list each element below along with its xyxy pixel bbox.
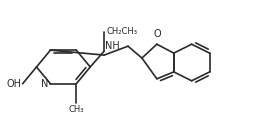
Text: CH₃: CH₃	[69, 105, 84, 114]
Text: OH: OH	[7, 79, 21, 89]
Text: NH: NH	[105, 41, 120, 51]
Text: CH₂CH₃: CH₂CH₃	[106, 27, 137, 36]
Text: O: O	[153, 29, 161, 39]
Text: N: N	[41, 79, 48, 89]
